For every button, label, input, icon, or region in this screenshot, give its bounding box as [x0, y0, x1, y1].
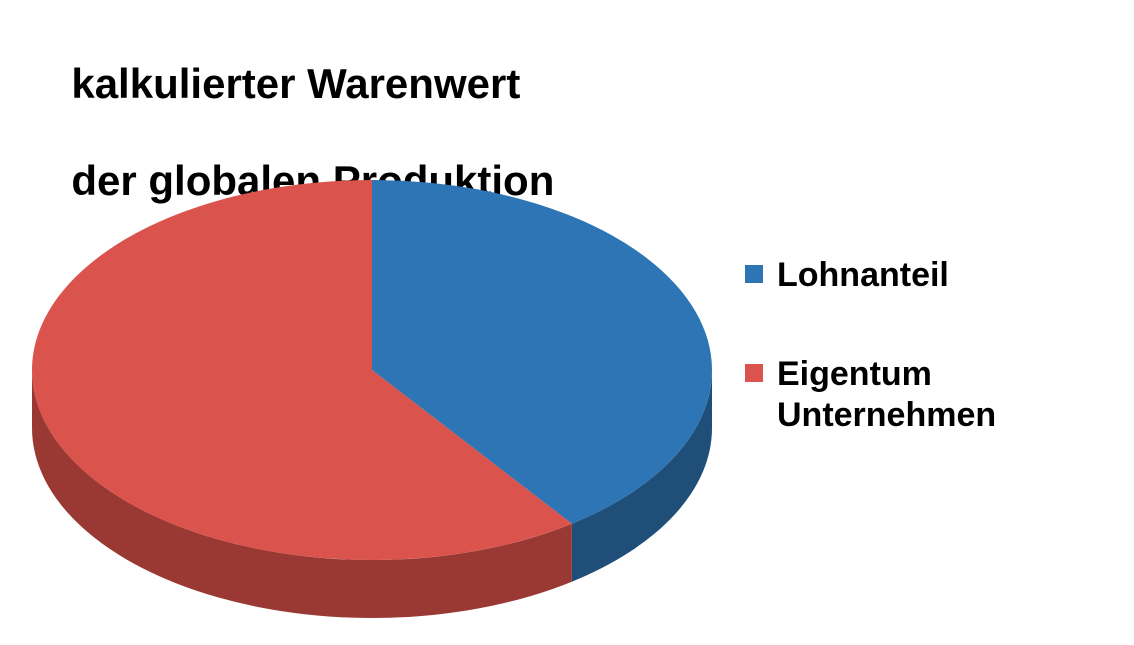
legend-swatch [745, 364, 763, 382]
pie-chart [0, 0, 760, 645]
legend-label: Lohnanteil [777, 255, 949, 296]
legend-item-lohnanteil: Lohnanteil [745, 255, 996, 296]
legend-label: Eigentum Unternehmen [777, 354, 996, 436]
legend-item-eigentum: Eigentum Unternehmen [745, 354, 996, 436]
pie-chart-svg [0, 0, 760, 640]
legend-swatch [745, 265, 763, 283]
legend: Lohnanteil Eigentum Unternehmen [745, 255, 996, 435]
